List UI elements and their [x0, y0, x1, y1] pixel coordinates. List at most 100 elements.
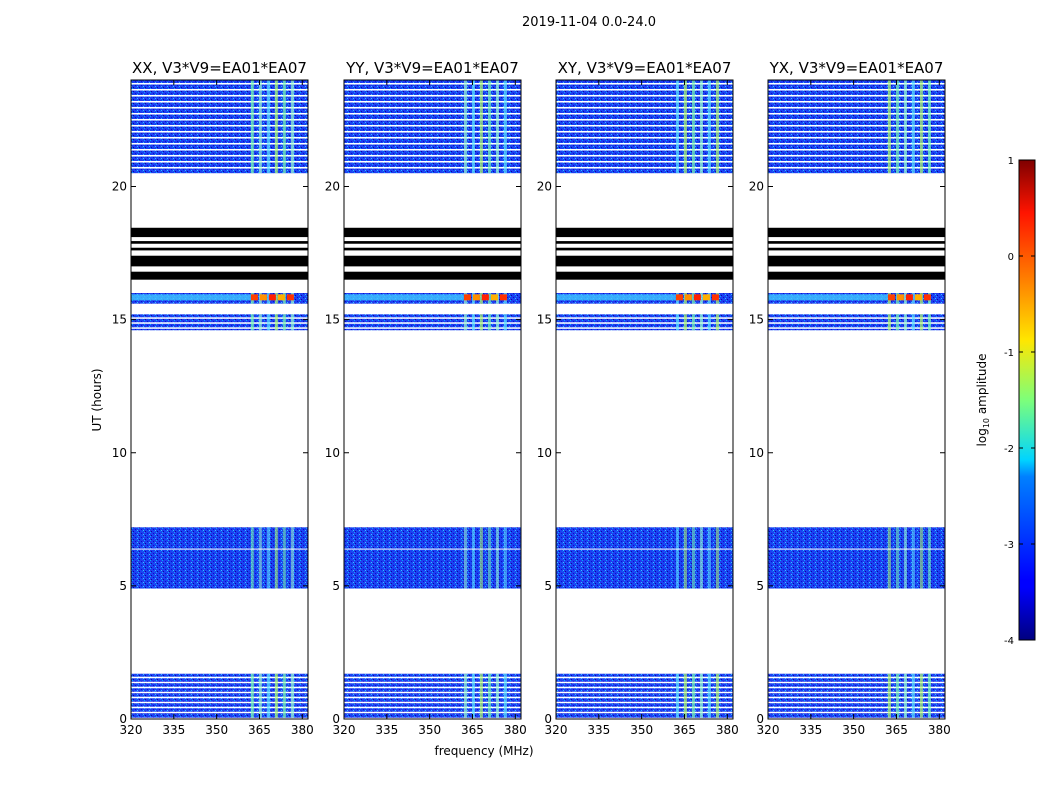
x-tick-label: 320	[120, 723, 143, 737]
scan-gap	[344, 89, 521, 91]
rfi-stripe	[495, 80, 499, 174]
rfi-burst	[463, 294, 471, 301]
rfi-burst	[250, 294, 258, 301]
rfi-stripe	[683, 673, 687, 718]
panel-title: XY, V3*V9=EA01*EA07	[558, 59, 732, 77]
rfi-burst	[556, 294, 676, 301]
rfi-burst	[481, 294, 489, 301]
scan-gap	[344, 125, 521, 127]
panel-title: YY, V3*V9=EA01*EA07	[345, 59, 519, 77]
flagged-band	[344, 271, 521, 280]
rfi-stripe	[471, 673, 475, 718]
scan-gap	[768, 137, 945, 139]
flagged-band	[344, 247, 521, 251]
rfi-stripe	[691, 293, 695, 304]
rfi-burst	[490, 294, 498, 301]
scan-gap	[131, 317, 308, 319]
panel-xy: XY, V3*V9=EA01*EA07 320 335 350 365 380 0 5 10 15…	[537, 59, 739, 737]
rfi-stripe	[691, 314, 695, 331]
scan-gap	[556, 676, 733, 679]
scan-gap	[768, 125, 945, 127]
rfi-burst	[914, 294, 922, 301]
rfi-stripe	[691, 80, 695, 174]
scan-gap	[556, 101, 733, 103]
y-tick-label: 20	[537, 180, 552, 194]
scan-gap	[344, 137, 521, 139]
x-tick-label: 365	[673, 723, 696, 737]
scan-gap	[556, 706, 733, 709]
y-tick-label: 5	[756, 579, 764, 593]
panel-yy: YY, V3*V9=EA01*EA07 320 335 350 365 380 0 5 10 15…	[325, 59, 527, 737]
y-tick-label: 10	[749, 446, 764, 460]
x-tick-label: 350	[842, 723, 865, 737]
rfi-stripe	[927, 80, 931, 174]
axes-frame	[130, 79, 309, 720]
rfi-stripe	[503, 673, 507, 718]
panel-yx: YX, V3*V9=EA01*EA07 320 335 350 365 380 0 5 10 15…	[749, 59, 951, 737]
rfi-stripe	[503, 80, 507, 174]
scan-gap	[768, 149, 945, 151]
y-tick-label: 10	[112, 446, 127, 460]
rfi-stripe	[250, 80, 254, 174]
scan-gap	[131, 691, 308, 694]
rfi-stripe	[503, 527, 507, 589]
scan-gap	[556, 161, 733, 163]
rfi-stripe	[290, 527, 294, 589]
scan-gap	[556, 701, 733, 704]
scan-gap	[344, 119, 521, 121]
rfi-stripe	[479, 673, 483, 718]
rfi-stripe	[274, 673, 278, 718]
y-tick-label: 0	[544, 712, 552, 726]
y-tick-label: 15	[537, 313, 552, 327]
rfi-stripe	[495, 527, 499, 589]
rfi-stripe	[707, 527, 711, 589]
data-block	[131, 673, 308, 718]
rfi-stripe	[274, 293, 278, 304]
scan-gap	[131, 149, 308, 151]
scan-gap	[344, 131, 521, 133]
rfi-stripe	[479, 314, 483, 331]
rfi-burst	[905, 294, 913, 301]
scan-gap	[131, 322, 308, 324]
scan-gap	[131, 701, 308, 704]
flagged-band	[556, 271, 733, 280]
flagged-band	[131, 247, 308, 251]
panels: XX, V3*V9=EA01*EA07 320 335 350 365 380 0 5 10 15…	[112, 59, 951, 737]
flagged-band	[768, 247, 945, 251]
scan-gap	[556, 149, 733, 151]
rfi-stripe	[258, 527, 262, 589]
scan-gap	[131, 137, 308, 139]
rfi-stripe	[683, 314, 687, 331]
rfi-stripe	[258, 314, 262, 331]
rfi-stripe	[471, 314, 475, 331]
y-tick-label: 20	[325, 180, 340, 194]
scan-gap	[556, 711, 733, 714]
data-block	[768, 673, 945, 718]
x-tick-label: 365	[461, 723, 484, 737]
scan-gap	[768, 548, 945, 550]
scan-gap	[556, 691, 733, 694]
x-tick-label: 350	[205, 723, 228, 737]
scan-gap	[131, 101, 308, 103]
rfi-stripe	[274, 80, 278, 174]
rfi-burst	[286, 294, 294, 301]
rfi-stripe	[471, 80, 475, 174]
rfi-stripe	[675, 314, 679, 331]
scan-gap	[344, 167, 521, 169]
scan-gap	[344, 317, 521, 319]
scan-gap	[131, 696, 308, 699]
rfi-burst	[684, 294, 692, 301]
rfi-stripe	[895, 527, 899, 589]
scan-gap	[768, 119, 945, 121]
scan-gap	[131, 119, 308, 121]
scan-gap	[344, 676, 521, 679]
data-block	[344, 673, 521, 718]
rfi-stripe	[911, 673, 915, 718]
scan-gap	[768, 676, 945, 679]
scan-gap	[344, 686, 521, 689]
rfi-stripe	[683, 80, 687, 174]
scan-gap	[768, 317, 945, 319]
x-tick-label: 335	[375, 723, 398, 737]
scan-gap	[556, 696, 733, 699]
